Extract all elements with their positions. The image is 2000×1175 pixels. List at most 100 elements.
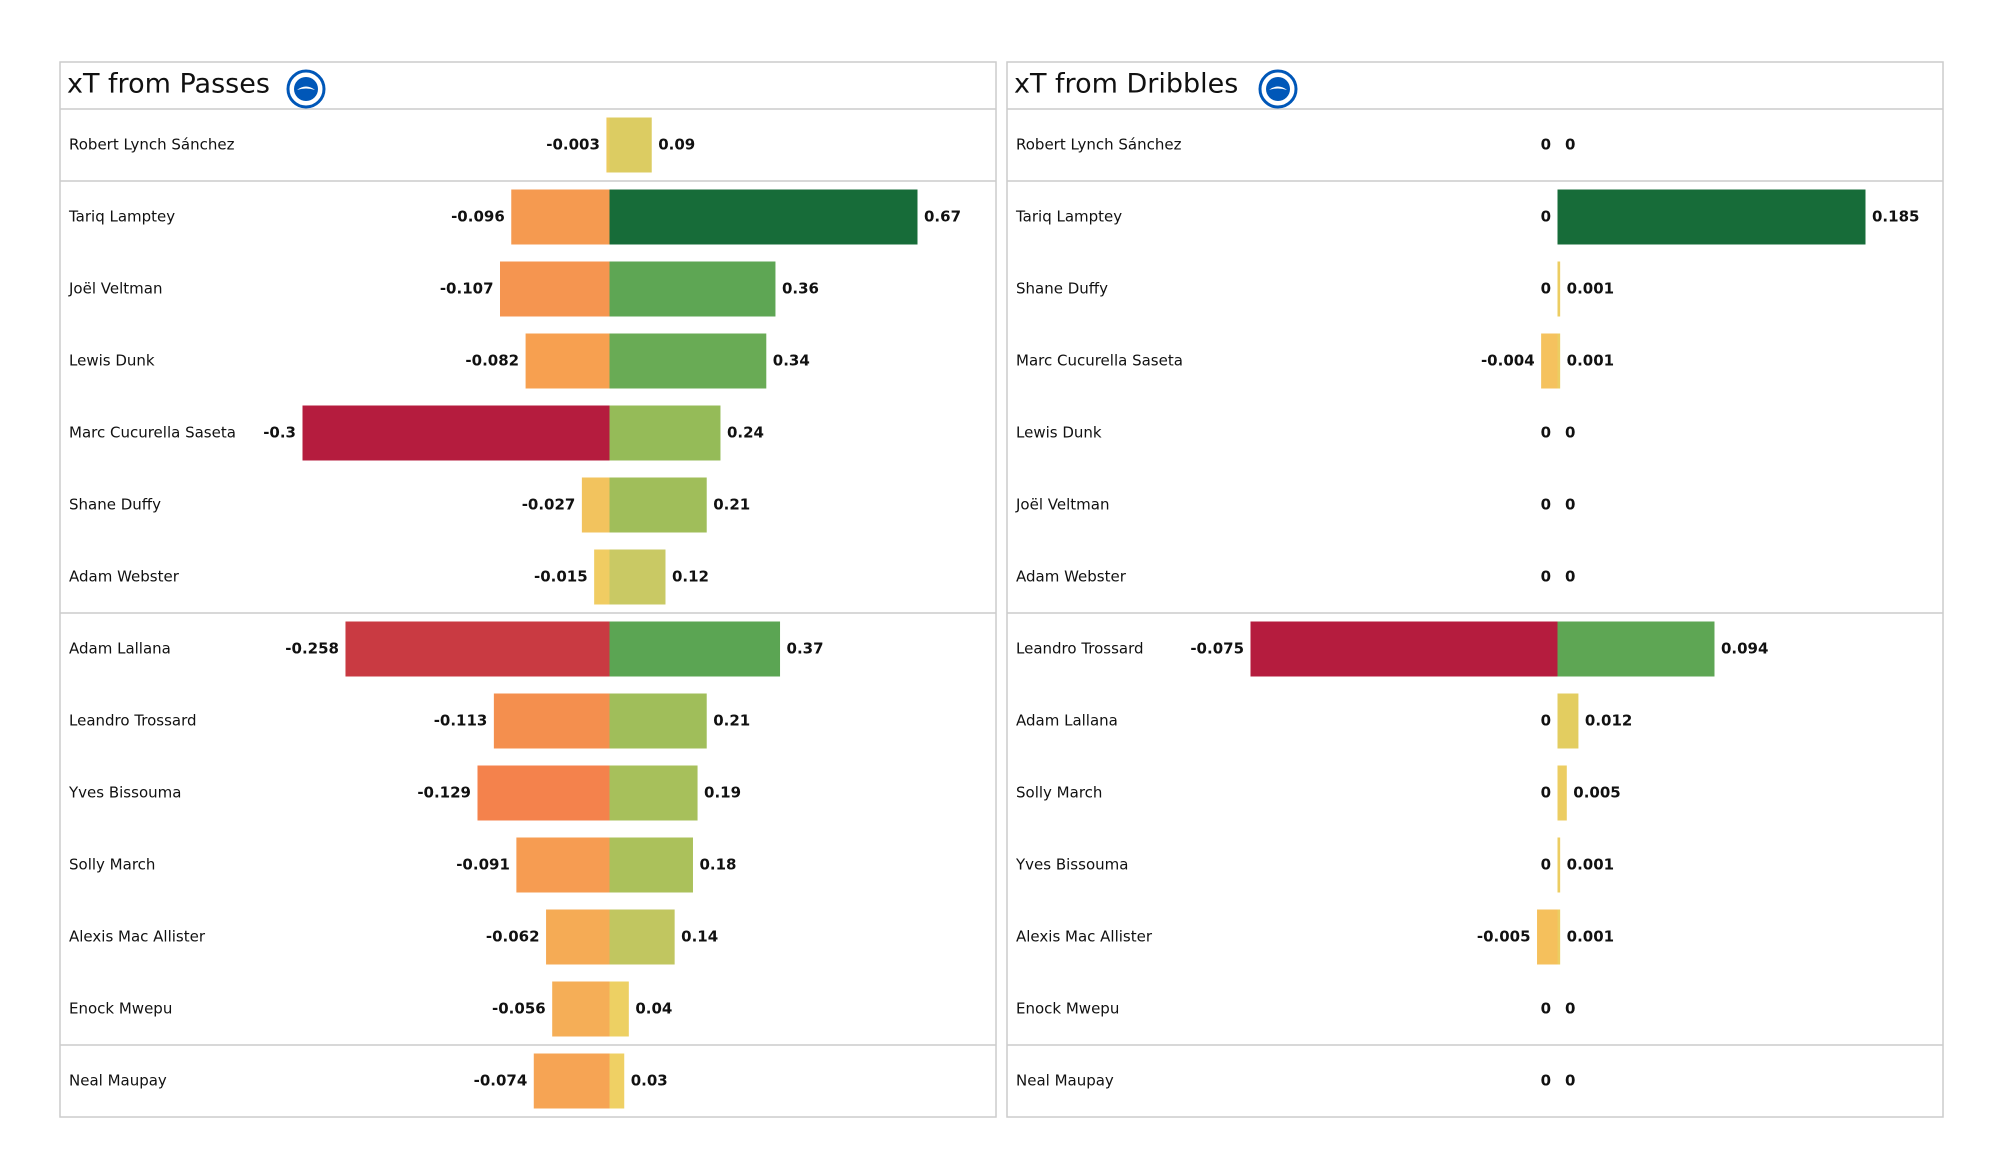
negative-value-label: -0.082 xyxy=(465,352,519,370)
negative-bar xyxy=(1541,333,1559,389)
negative-bar xyxy=(1537,909,1559,965)
negative-value-label: 0 xyxy=(1541,712,1551,730)
negative-bar xyxy=(493,693,611,749)
negative-bar xyxy=(552,981,611,1037)
positive-bar xyxy=(609,765,698,821)
negative-bar xyxy=(533,1053,611,1109)
player-name: Shane Duffy xyxy=(1016,280,1108,298)
player-name: Shane Duffy xyxy=(69,496,161,514)
negative-bar xyxy=(516,837,611,893)
negative-value-label: -0.129 xyxy=(417,784,471,802)
negative-value-label: 0 xyxy=(1541,1000,1551,1018)
negative-bar xyxy=(525,333,611,389)
negative-value-label: 0 xyxy=(1541,1072,1551,1090)
positive-value-label: 0.094 xyxy=(1721,640,1768,658)
negative-value-label: 0 xyxy=(1541,856,1551,874)
negative-value-label: 0 xyxy=(1541,568,1551,586)
player-name: Enock Mwepu xyxy=(1016,1000,1119,1018)
negative-bar xyxy=(1250,621,1559,677)
negative-bar xyxy=(302,405,611,461)
player-name: Solly March xyxy=(1016,784,1102,802)
player-name: Lewis Dunk xyxy=(69,352,155,370)
negative-value-label: -0.107 xyxy=(440,280,494,298)
positive-bar xyxy=(609,117,652,173)
logo-core xyxy=(1266,77,1290,101)
team-logo xyxy=(286,69,326,109)
positive-value-label: 0.09 xyxy=(658,136,695,154)
player-name: Joël Veltman xyxy=(1015,496,1109,514)
player-name: Marc Cucurella Saseta xyxy=(69,424,236,442)
positive-bar xyxy=(609,621,781,677)
negative-value-label: -0.113 xyxy=(434,712,488,730)
positive-bar xyxy=(609,1053,625,1109)
positive-bar xyxy=(1557,909,1561,965)
panel-frame xyxy=(1006,61,1944,1118)
negative-value-label: 0 xyxy=(1541,424,1551,442)
negative-value-label: -0.258 xyxy=(285,640,339,658)
positive-value-label: 0.34 xyxy=(773,352,810,370)
player-name: Tariq Lamptey xyxy=(68,208,175,226)
player-name: Solly March xyxy=(69,856,155,874)
player-name: Marc Cucurella Saseta xyxy=(1016,352,1183,370)
positive-bar xyxy=(1557,333,1561,389)
positive-value-label: 0.36 xyxy=(782,280,819,298)
panel-frame xyxy=(59,61,997,1118)
negative-bar xyxy=(477,765,611,821)
negative-bar xyxy=(546,909,611,965)
positive-bar xyxy=(609,549,666,605)
positive-bar xyxy=(609,261,776,317)
player-name: Adam Webster xyxy=(1016,568,1127,586)
positive-value-label: 0.21 xyxy=(713,496,750,514)
negative-value-label: -0.015 xyxy=(534,568,588,586)
negative-value-label: 0 xyxy=(1541,208,1551,226)
negative-value-label: -0.091 xyxy=(456,856,510,874)
positive-bar xyxy=(609,333,767,389)
negative-bar xyxy=(511,189,611,245)
player-name: Neal Maupay xyxy=(69,1072,167,1090)
positive-value-label: 0.185 xyxy=(1872,208,1919,226)
positive-value-label: 0 xyxy=(1565,568,1575,586)
negative-value-label: -0.075 xyxy=(1190,640,1244,658)
negative-bar xyxy=(594,549,611,605)
positive-value-label: 0.37 xyxy=(787,640,824,658)
positive-bar xyxy=(1557,261,1561,317)
positive-value-label: 0.67 xyxy=(924,208,961,226)
positive-value-label: 0.21 xyxy=(713,712,750,730)
positive-value-label: 0.001 xyxy=(1567,352,1614,370)
player-name: Adam Lallana xyxy=(1016,712,1118,730)
negative-value-label: -0.027 xyxy=(522,496,576,514)
positive-bar xyxy=(1557,621,1715,677)
panel-title: xT from Dribbles xyxy=(1014,69,1238,100)
player-name: Lewis Dunk xyxy=(1016,424,1102,442)
negative-value-label: -0.074 xyxy=(474,1072,528,1090)
panel-title: xT from Passes xyxy=(67,69,270,100)
positive-bar xyxy=(1557,837,1561,893)
positive-bar xyxy=(609,189,918,245)
player-name: Tariq Lamptey xyxy=(1015,208,1122,226)
negative-value-label: -0.003 xyxy=(546,136,600,154)
positive-value-label: 0 xyxy=(1565,1072,1575,1090)
player-name: Joël Veltman xyxy=(68,280,162,298)
positive-value-label: 0.04 xyxy=(635,1000,672,1018)
player-name: Leandro Trossard xyxy=(1016,640,1144,658)
player-name: Robert Lynch Sánchez xyxy=(1016,136,1182,154)
negative-value-label: 0 xyxy=(1541,496,1551,514)
negative-value-label: -0.004 xyxy=(1481,352,1535,370)
positive-value-label: 0.001 xyxy=(1567,856,1614,874)
negative-value-label: -0.056 xyxy=(492,1000,546,1018)
positive-value-label: 0 xyxy=(1565,136,1575,154)
positive-bar xyxy=(1557,765,1567,821)
positive-value-label: 0 xyxy=(1565,496,1575,514)
positive-value-label: 0.24 xyxy=(727,424,764,442)
player-name: Leandro Trossard xyxy=(69,712,197,730)
positive-bar xyxy=(609,693,707,749)
negative-value-label: 0 xyxy=(1541,280,1551,298)
positive-value-label: 0.012 xyxy=(1585,712,1632,730)
player-name: Alexis Mac Allister xyxy=(69,928,206,946)
positive-value-label: 0.001 xyxy=(1567,280,1614,298)
logo-bird xyxy=(297,86,315,90)
positive-bar xyxy=(609,477,707,533)
negative-value-label: 0 xyxy=(1541,784,1551,802)
